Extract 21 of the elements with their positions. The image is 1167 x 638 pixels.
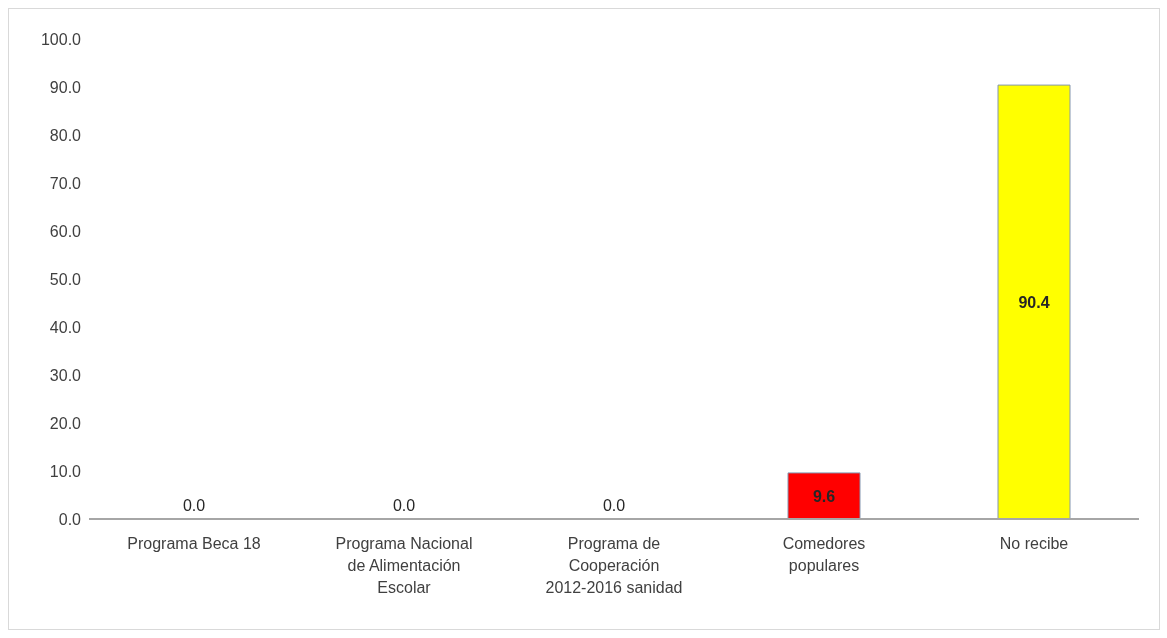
data-label: 0.0 [602,497,626,514]
x-tick-label: Comedores populares [782,535,866,574]
x-tick-label: Programa de Cooperación 2012-2016 sanidad [545,535,683,596]
y-tick-label: 80.0 [49,126,82,144]
y-tick-label: 100.0 [40,30,82,48]
y-tick-label: 40.0 [49,318,82,336]
x-tick-label: Programa Nacional de Alimentación Escolar [335,535,473,596]
x-tick-label: Programa Beca 18 [127,535,261,552]
y-tick-label: 20.0 [49,414,82,432]
y-tick-label: 90.0 [49,78,82,96]
data-label: 0.0 [392,497,416,514]
y-tick-label: 50.0 [49,270,82,288]
data-label: 9.6 [812,487,836,505]
x-tick-label: No recibe [999,535,1069,552]
y-tick-label: 0.0 [58,510,82,528]
y-tick-label: 70.0 [49,174,82,192]
data-label: 0.0 [182,497,206,514]
y-tick-label: 30.0 [49,366,82,384]
y-tick-label: 10.0 [49,462,82,480]
data-label: 90.4 [1018,294,1050,312]
y-tick-label: 60.0 [49,222,82,240]
